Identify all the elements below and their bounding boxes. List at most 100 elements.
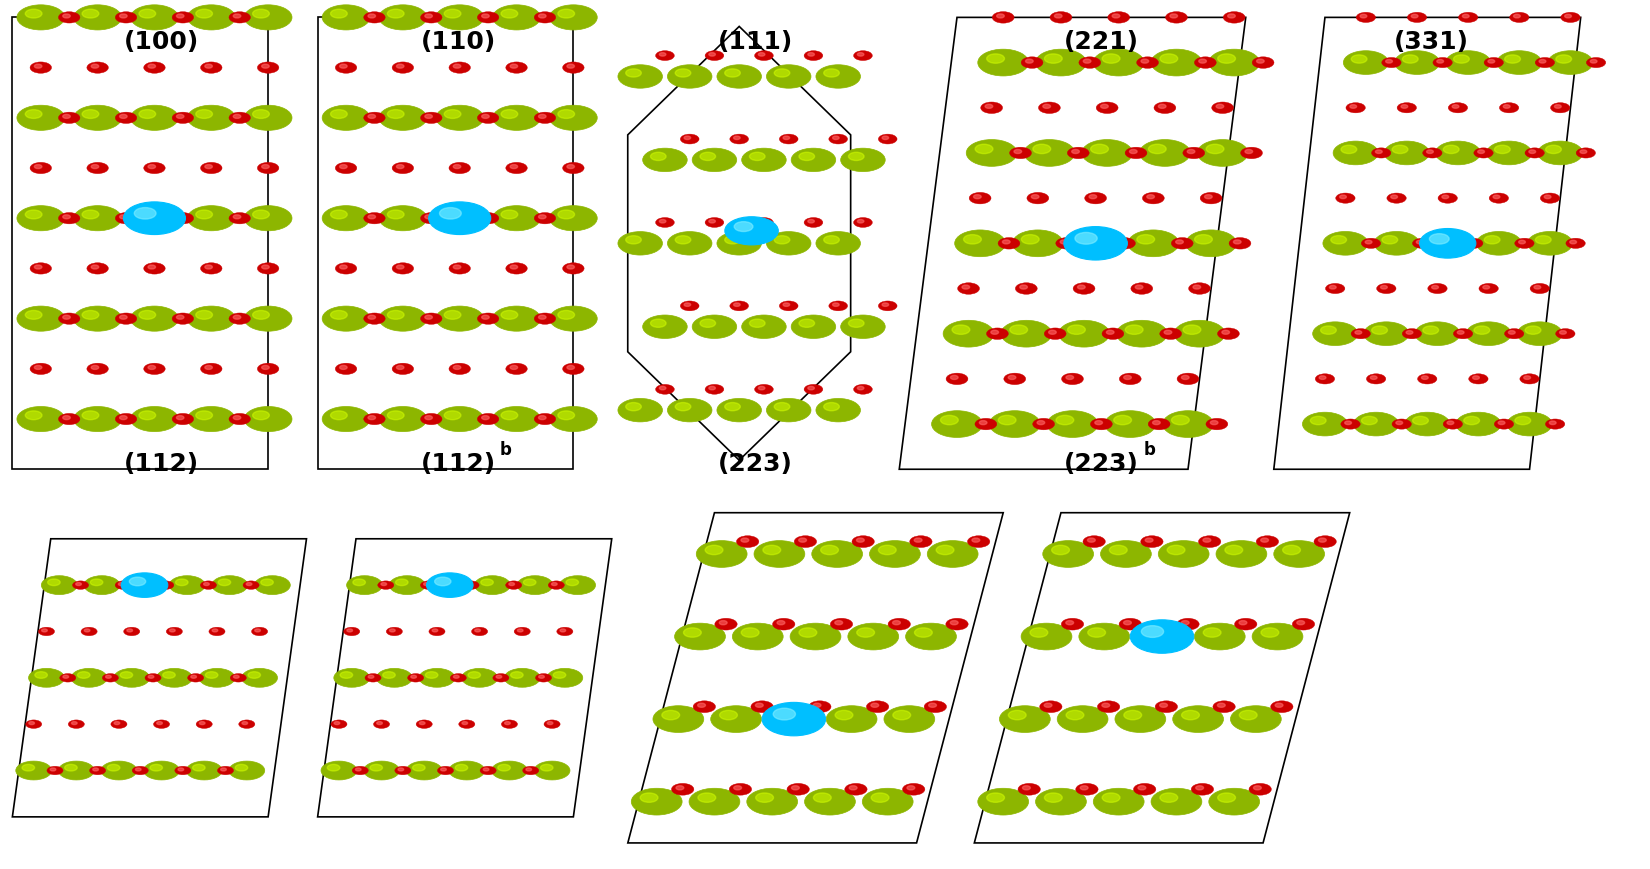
Circle shape (1036, 50, 1086, 76)
Circle shape (148, 164, 155, 169)
Circle shape (705, 50, 724, 61)
Circle shape (119, 215, 127, 219)
Circle shape (1398, 103, 1416, 113)
Circle shape (1023, 786, 1030, 790)
Circle shape (241, 668, 277, 687)
Circle shape (1176, 618, 1200, 630)
Circle shape (680, 301, 700, 311)
Circle shape (1211, 102, 1234, 114)
Circle shape (1026, 192, 1049, 204)
Circle shape (201, 62, 223, 73)
Circle shape (1356, 12, 1376, 23)
Circle shape (1426, 231, 1470, 255)
Circle shape (1145, 627, 1163, 637)
Circle shape (969, 192, 992, 204)
Circle shape (1388, 193, 1406, 203)
Circle shape (693, 148, 736, 171)
Circle shape (119, 14, 127, 18)
Circle shape (1130, 620, 1195, 653)
Circle shape (693, 315, 736, 338)
Circle shape (1043, 104, 1051, 109)
Circle shape (1165, 330, 1171, 335)
Circle shape (1021, 623, 1072, 650)
Circle shape (502, 310, 518, 319)
Circle shape (396, 265, 404, 269)
Circle shape (378, 580, 394, 589)
Circle shape (244, 306, 292, 331)
Circle shape (871, 703, 879, 707)
Circle shape (538, 675, 544, 678)
Circle shape (808, 700, 832, 713)
Circle shape (1559, 330, 1566, 335)
Circle shape (1282, 545, 1300, 554)
Circle shape (546, 668, 582, 687)
Circle shape (957, 282, 980, 295)
Circle shape (1119, 373, 1142, 385)
Circle shape (139, 310, 155, 319)
Circle shape (393, 163, 414, 174)
Circle shape (1058, 706, 1109, 733)
Circle shape (1175, 321, 1224, 347)
Circle shape (817, 65, 861, 88)
Circle shape (35, 64, 41, 68)
Circle shape (35, 366, 41, 369)
Circle shape (535, 313, 556, 324)
Circle shape (510, 265, 518, 269)
Circle shape (1515, 238, 1534, 249)
Circle shape (322, 407, 370, 432)
Circle shape (804, 217, 823, 228)
Circle shape (1188, 282, 1211, 295)
Circle shape (1495, 145, 1510, 154)
Circle shape (714, 618, 738, 630)
Circle shape (330, 310, 346, 319)
Circle shape (201, 262, 223, 274)
Circle shape (1072, 282, 1096, 295)
Circle shape (833, 303, 840, 307)
Circle shape (1216, 104, 1224, 109)
Circle shape (724, 235, 741, 244)
Circle shape (262, 265, 269, 269)
Circle shape (502, 10, 518, 18)
Circle shape (936, 545, 954, 554)
Circle shape (693, 700, 716, 713)
Circle shape (675, 235, 691, 244)
Circle shape (1107, 330, 1114, 335)
Text: (223): (223) (718, 452, 792, 476)
Circle shape (111, 720, 127, 728)
Circle shape (1261, 538, 1269, 542)
Circle shape (1536, 235, 1551, 244)
Circle shape (127, 575, 162, 594)
Circle shape (1513, 14, 1520, 18)
Circle shape (997, 14, 1005, 18)
Circle shape (483, 768, 488, 771)
Circle shape (1079, 56, 1101, 69)
Circle shape (1206, 144, 1224, 154)
Circle shape (424, 315, 432, 319)
Circle shape (799, 538, 807, 542)
Circle shape (380, 206, 427, 231)
Circle shape (469, 672, 480, 679)
Circle shape (1102, 328, 1124, 340)
Circle shape (505, 668, 540, 687)
Circle shape (1224, 545, 1242, 554)
Circle shape (700, 152, 716, 161)
Circle shape (1464, 416, 1480, 425)
Circle shape (1076, 783, 1099, 795)
Circle shape (1079, 623, 1130, 650)
Circle shape (1318, 538, 1327, 542)
Circle shape (1140, 140, 1190, 166)
Circle shape (1216, 541, 1267, 567)
Circle shape (333, 668, 370, 687)
Circle shape (1549, 421, 1556, 425)
Circle shape (1330, 285, 1336, 289)
Circle shape (619, 65, 663, 88)
Circle shape (120, 573, 168, 597)
Circle shape (510, 64, 518, 68)
Circle shape (398, 768, 404, 771)
Circle shape (1467, 322, 1511, 346)
Circle shape (1323, 231, 1368, 255)
Circle shape (1087, 538, 1096, 542)
Circle shape (380, 105, 427, 130)
Circle shape (541, 765, 553, 771)
Circle shape (257, 163, 279, 174)
